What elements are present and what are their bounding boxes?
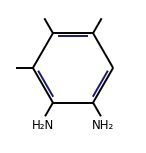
Text: H₂N: H₂N xyxy=(32,119,54,132)
Text: NH₂: NH₂ xyxy=(92,119,114,132)
